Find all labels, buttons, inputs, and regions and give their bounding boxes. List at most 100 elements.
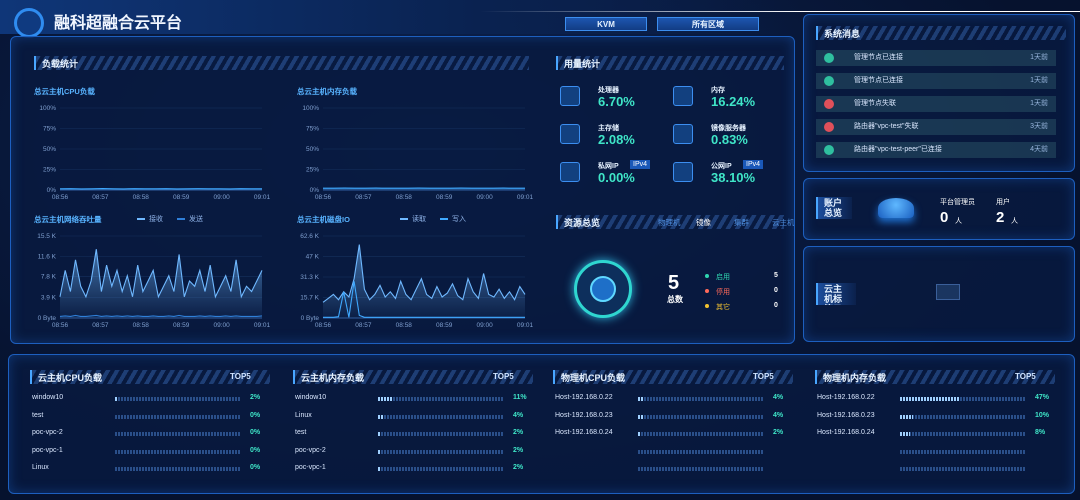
row-name: Host-192.168.0.24 [817, 429, 875, 436]
row-name: poc-vpc-2 [295, 446, 326, 454]
ring-core [590, 276, 616, 302]
status-dot [705, 289, 709, 293]
selector[interactable]: 所有区域 [657, 17, 759, 31]
row-name: Linux [32, 464, 49, 471]
row-name: Host-192.168.0.22 [555, 394, 613, 401]
legend-swatch [137, 218, 145, 220]
account-value: 0 [940, 209, 949, 226]
message-text: 管理节点已连接 [854, 77, 903, 84]
selector[interactable]: KVM [565, 17, 647, 31]
y-tick-label: 15.5 K [37, 233, 56, 240]
account-unit: 人 [955, 218, 962, 225]
empty-track [900, 449, 1026, 454]
progress-track [638, 397, 764, 401]
usage-icon [673, 124, 693, 144]
message-time: 1天前 [1030, 77, 1048, 84]
progress-fill [378, 397, 392, 401]
usage-tag: IPv4 [630, 160, 651, 169]
progress-track [378, 449, 504, 454]
y-tick-label: 100% [39, 105, 56, 112]
progress-track [115, 414, 241, 419]
message-time: 1天前 [1030, 54, 1048, 61]
message-time: 3天前 [1030, 123, 1048, 130]
section-title: 系统消息 [816, 26, 1066, 40]
section-title: 物理机CPU负载 [553, 370, 793, 384]
row-value: 11% [513, 394, 527, 401]
x-tick-label: 08:59 [436, 194, 453, 201]
progress-track [378, 397, 504, 401]
message-icon [824, 122, 834, 132]
row-name: test [295, 429, 307, 436]
legend-label: 读取 [412, 216, 426, 223]
status-name: 其它 [716, 304, 730, 311]
status-value: 0 [774, 287, 778, 294]
row-name: window10 [32, 394, 64, 401]
x-tick-label: 08:56 [315, 194, 332, 201]
row-value: 0% [250, 446, 261, 454]
progress-fill [378, 449, 381, 454]
y-tick-label: 7.8 K [41, 274, 57, 281]
progress-track [115, 467, 241, 471]
x-tick-label: 09:00 [213, 322, 230, 329]
x-tick-label: 09:01 [517, 322, 533, 329]
x-tick-label: 08:56 [52, 194, 69, 201]
message-icon [824, 53, 834, 63]
section-title: 用量统计 [556, 56, 784, 70]
chart: 0 Byte 3.9 K 7.8 K 11.6 K 15.5 K 08:56 08:57 08… [37, 233, 270, 329]
message: 管理节点已连接 1天前 [816, 73, 1056, 89]
row-value: 4% [773, 411, 784, 419]
usage-icon [560, 86, 580, 106]
progress-fill [900, 397, 960, 401]
usage-icon [560, 124, 580, 144]
row-value: 4% [773, 394, 784, 401]
message: 管理节点失联 1天前 [816, 96, 1056, 112]
legend-label: 写入 [452, 216, 466, 223]
progress-track [115, 432, 241, 436]
message: 路由器"vpc-test-peer"已连接 4天前 [816, 142, 1056, 158]
chart-title: 总云主机磁盘IO [297, 215, 350, 224]
y-tick-label: 75% [43, 126, 56, 133]
section-title: 云主机CPU负载 [30, 370, 270, 384]
row-name: window10 [295, 394, 327, 401]
badge: TOP5 [493, 372, 514, 381]
x-tick-label: 08:58 [133, 322, 150, 329]
row-value: 2% [513, 429, 524, 436]
x-tick-label: 09:00 [476, 322, 493, 329]
row-value: 0% [250, 464, 261, 471]
tab[interactable]: 云主机 [772, 218, 794, 227]
app-title: 融科超融合云平台 [54, 15, 183, 32]
y-tick-label: 11.6 K [38, 254, 57, 261]
chart: 0% 25% 50% 75% 100% 08:56 08:57 08:58 08:59 09:00… [302, 105, 533, 201]
usage-name: 主存储 [598, 125, 619, 132]
empty-icon [936, 284, 960, 300]
tab[interactable]: 集群 [734, 218, 749, 227]
progress-track [378, 467, 504, 471]
empty-track [638, 449, 764, 454]
usage-tag: IPv4 [743, 160, 764, 169]
total: 5 [668, 272, 680, 294]
message-text: 管理节点失联 [854, 100, 896, 107]
y-tick-label: 15.7 K [300, 294, 319, 301]
usage-value: 0.83% [711, 132, 748, 147]
y-tick-label: 3.9 K [41, 294, 57, 301]
progress-fill [638, 397, 644, 401]
x-tick-label: 09:01 [254, 322, 270, 329]
tab[interactable]: 镜像 [696, 218, 711, 227]
tab[interactable]: 物理机 [658, 218, 681, 227]
x-tick-label: 08:58 [396, 322, 413, 329]
row-name: Linux [295, 411, 312, 419]
section-title: 云主机标签云图 [816, 283, 856, 305]
message-icon [824, 76, 834, 86]
row-value: 2% [513, 464, 524, 471]
row-value: 0% [250, 429, 261, 436]
x-tick-label: 08:57 [92, 322, 109, 329]
row-value: 2% [773, 429, 784, 436]
message-time: 4天前 [1030, 146, 1048, 153]
progress-track [378, 432, 504, 436]
x-tick-label: 08:58 [133, 194, 150, 201]
usage-name: 镜像服务器 [711, 125, 746, 132]
progress-fill [378, 414, 384, 419]
chart-title: 总云主机网络吞吐量 [34, 215, 102, 224]
progress-track [115, 449, 241, 454]
